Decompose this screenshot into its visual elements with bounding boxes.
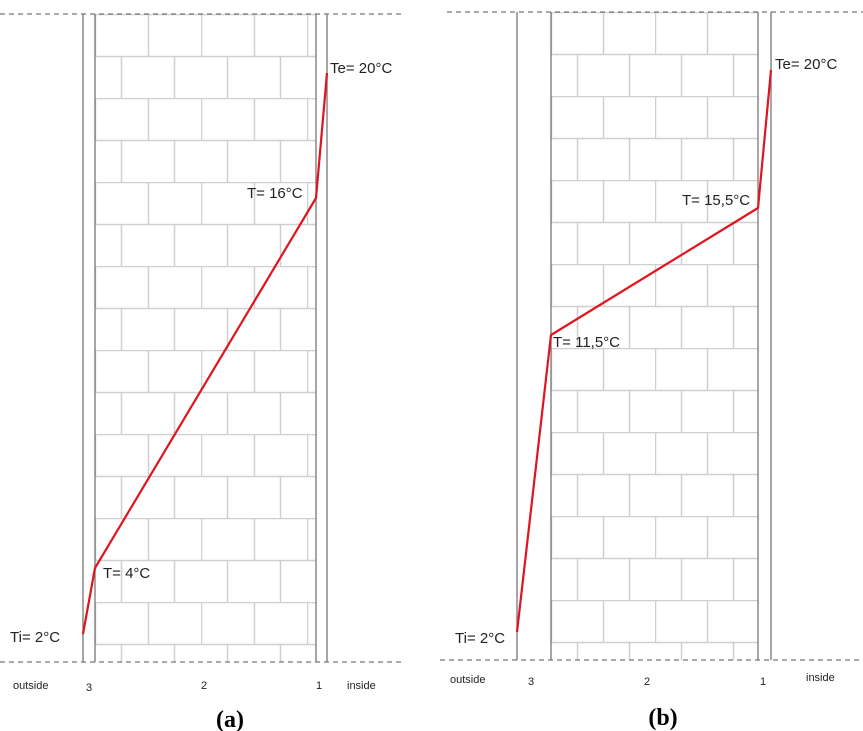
temp-label: T= 15,5°C <box>682 192 750 209</box>
side-label: outside <box>450 674 485 686</box>
temp-label: Te= 20°C <box>330 60 392 77</box>
temp-label: T= 4°C <box>103 565 150 582</box>
layer-label: 2 <box>644 676 650 688</box>
temp-label: Te= 20°C <box>775 56 837 73</box>
temperature-profile <box>81 72 329 635</box>
layer-label: 3 <box>86 682 92 694</box>
layer-label: 2 <box>201 680 207 692</box>
layer-label: 1 <box>760 676 766 688</box>
temp-label: T= 11,5°C <box>553 334 620 351</box>
brick-wall <box>551 12 758 660</box>
layer-label: 3 <box>528 676 534 688</box>
temp-label: Ti= 2°C <box>10 629 60 646</box>
panel-b: Te= 20°C T= 15,5°C T= 11,5°C Ti= 2°C out… <box>440 11 863 731</box>
side-label: inside <box>347 680 376 692</box>
panel-a: Te= 20°C T= 16°C T= 4°C Ti= 2°C outside … <box>0 13 405 731</box>
caption: (b) <box>648 705 677 731</box>
layer-label: 1 <box>316 680 322 692</box>
brick-wall <box>95 14 316 662</box>
temperature-profile <box>515 69 773 633</box>
caption: (a) <box>216 707 244 731</box>
temp-label: T= 16°C <box>247 185 303 202</box>
side-label: inside <box>806 672 835 684</box>
temp-label: Ti= 2°C <box>455 630 505 647</box>
side-label: outside <box>13 680 48 692</box>
